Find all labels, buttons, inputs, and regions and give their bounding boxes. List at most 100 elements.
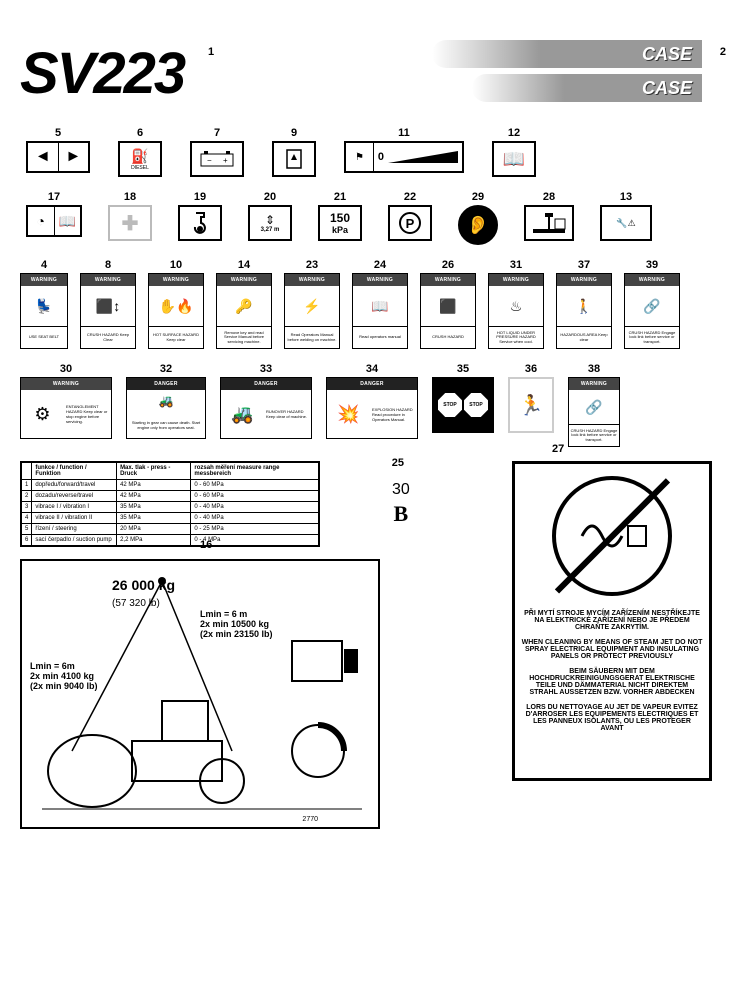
clean-fr: LORS DU NETTOYAGE AU JET DE VAPEUR EVITE… — [521, 704, 703, 732]
hdr: DANGER — [127, 378, 205, 390]
b: (2x min 23150 lb) — [200, 629, 273, 639]
callout-27: 27 — [552, 443, 564, 455]
decal-14: 14WARNING🔑Remove key and read Service Ma… — [216, 259, 272, 349]
txt: HAZARDOUS AREA Keep clear — [557, 326, 611, 348]
pressure-value: 150 — [330, 211, 350, 225]
td: 1 — [22, 480, 32, 491]
callout: 30 — [392, 481, 410, 499]
callout: 35 — [457, 363, 469, 375]
txt: CRUSH HAZARD — [421, 326, 475, 348]
warning-crush2: WARNING⬛CRUSH HAZARD — [420, 273, 476, 349]
park-decal: P — [388, 205, 432, 241]
ear-decal: 👂 — [458, 205, 498, 245]
height-value: 3,27 m — [261, 227, 280, 233]
txt: EXPLOSION HAZARD Read procedure in Opera… — [370, 390, 417, 438]
hdr: WARNING — [21, 274, 67, 286]
hdr: WARNING — [569, 378, 619, 390]
callout: 30 — [60, 363, 72, 375]
arrows-decal: ◄► — [26, 141, 90, 173]
decal-row-3: 4WARNING💺USE SEAT BELT 8WARNING⬛↕CRUSH H… — [20, 259, 712, 349]
lb: (57 320 lb) — [112, 598, 160, 609]
td: 0 - 60 MPa — [191, 491, 319, 502]
decal-38: 38WARNING🔗CRUSH HAZARD Engage lock link … — [568, 363, 620, 447]
td: dozadu/reverse/travel — [32, 491, 117, 502]
callout: 13 — [620, 191, 632, 203]
callout: 6 — [137, 127, 143, 139]
jack-icon — [531, 211, 567, 235]
callout: 19 — [194, 191, 206, 203]
decal-26: 26 WARNING⬛CRUSH HAZARD — [420, 259, 476, 349]
decal-6: 6 ⛽DIESEL — [118, 127, 162, 177]
firstaid-decal: ✚ — [108, 205, 152, 241]
warning-crush3: WARNING🔗CRUSH HAZARD Engage lock link be… — [568, 377, 620, 447]
th — [22, 463, 32, 480]
td: 5 — [22, 524, 32, 535]
decal-31: 31 WARNING♨HOT LIQUID UNDER PRESSURE HAZA… — [488, 259, 544, 349]
tools-decal: 🔧⚠ — [600, 205, 652, 241]
decal-19: 19 — [178, 191, 222, 241]
td: 3 — [22, 502, 32, 513]
txt: USE SEAT BELT — [21, 326, 67, 348]
callout-16: 16 — [200, 539, 212, 551]
brand-swoosh-top: CASE — [432, 40, 702, 68]
callout: 37 — [578, 259, 590, 271]
callout: 10 — [170, 259, 182, 271]
td: 2,2 MPa — [117, 535, 191, 546]
td: 35 MPa — [117, 513, 191, 524]
brand-text: CASE — [642, 44, 692, 65]
callout: 20 — [264, 191, 276, 203]
battery-icon: −+ — [200, 150, 234, 168]
callout: 12 — [508, 127, 520, 139]
ref: 2770 — [302, 816, 318, 823]
decal-33: 33DANGER🚜RUNOVER HAZARD Keep clear of ma… — [220, 363, 312, 439]
decal-29: 29 👂 — [458, 191, 498, 245]
td: řízení / steering — [32, 524, 117, 535]
pressure-table: funkce / function / FunktionMax. tlak - … — [20, 461, 320, 547]
clean-panel-wrap: 27 PŘI MYTÍ STROJE MYCÍM ZAŘÍZENÍM NESTŘ… — [512, 461, 712, 781]
warning-weld: WARNING⚡Read Operators Manual before wel… — [284, 273, 340, 349]
hdr: DANGER — [221, 378, 311, 390]
callout: 7 — [214, 127, 220, 139]
callout: 36 — [525, 363, 537, 375]
td: 4 — [22, 513, 32, 524]
b: (2x min 9040 lb) — [30, 681, 98, 691]
hdr: WARNING — [489, 274, 543, 286]
parts-diagram-page: SV223 1 CASE CASE 2 5 ◄► 6 ⛽DIESEL 7 −+ … — [0, 0, 732, 849]
decal-18: 18 ✚ — [108, 191, 152, 241]
td: 6 — [22, 535, 32, 546]
txt: Read Operators Manual before welding on … — [285, 326, 339, 348]
callout: 18 — [124, 191, 136, 203]
decal-9: 9 — [272, 127, 316, 177]
callout: 29 — [472, 191, 484, 203]
hdr: WARNING — [217, 274, 271, 286]
amplitude-decal: ⚑ 0 — [344, 141, 464, 173]
callout: 28 — [543, 191, 555, 203]
warning-hot: WARNING✋🔥HOT SURFACE HAZARD Keep clear — [148, 273, 204, 349]
stop-decal: STOPSTOP — [432, 377, 494, 433]
callout: 26 — [442, 259, 454, 271]
park-p: P — [399, 212, 421, 234]
callout: 39 — [646, 259, 658, 271]
left-col: funkce / function / FunktionMax. tlak - … — [20, 461, 380, 829]
warning-hotliquid: WARNING♨HOT LIQUID UNDER PRESSURE HAZARD… — [488, 273, 544, 349]
callout: 24 — [374, 259, 386, 271]
callout: 31 — [510, 259, 522, 271]
brand-swoosh-bottom: CASE — [472, 74, 702, 102]
danger-explosion: DANGER💥EXPLOSION HAZARD Read procedure i… — [326, 377, 418, 439]
warning-hazarea: WARNING🚶HAZARDOUS AREA Keep clear — [556, 273, 612, 349]
pressure-unit: kPa — [332, 225, 348, 235]
hdr: WARNING — [149, 274, 203, 286]
decal-36: 36🏃 — [508, 363, 554, 433]
decal-23: 23WARNING⚡Read Operators Manual before w… — [284, 259, 340, 349]
decal-32: 32DANGER🚜Starting in gear can cause deat… — [126, 363, 206, 439]
txt: Read operators manual — [353, 326, 407, 348]
decal-11: 11 ⚑ 0 — [344, 127, 464, 173]
lift-diagram: 26 000 kg(57 320 lb) Lmin = 6m2x min 410… — [20, 559, 380, 829]
decal-row-4: 30WARNING⚙ENTANGLEMENT HAZARD Keep clear… — [20, 363, 712, 447]
pressure-decal: 150kPa — [318, 205, 362, 241]
callout: 33 — [260, 363, 272, 375]
svg-text:−: − — [207, 156, 212, 165]
callout-2: 2 — [720, 46, 726, 58]
brand-text-2: CASE — [642, 78, 692, 99]
decal-13: 13 🔧⚠ — [600, 191, 652, 241]
